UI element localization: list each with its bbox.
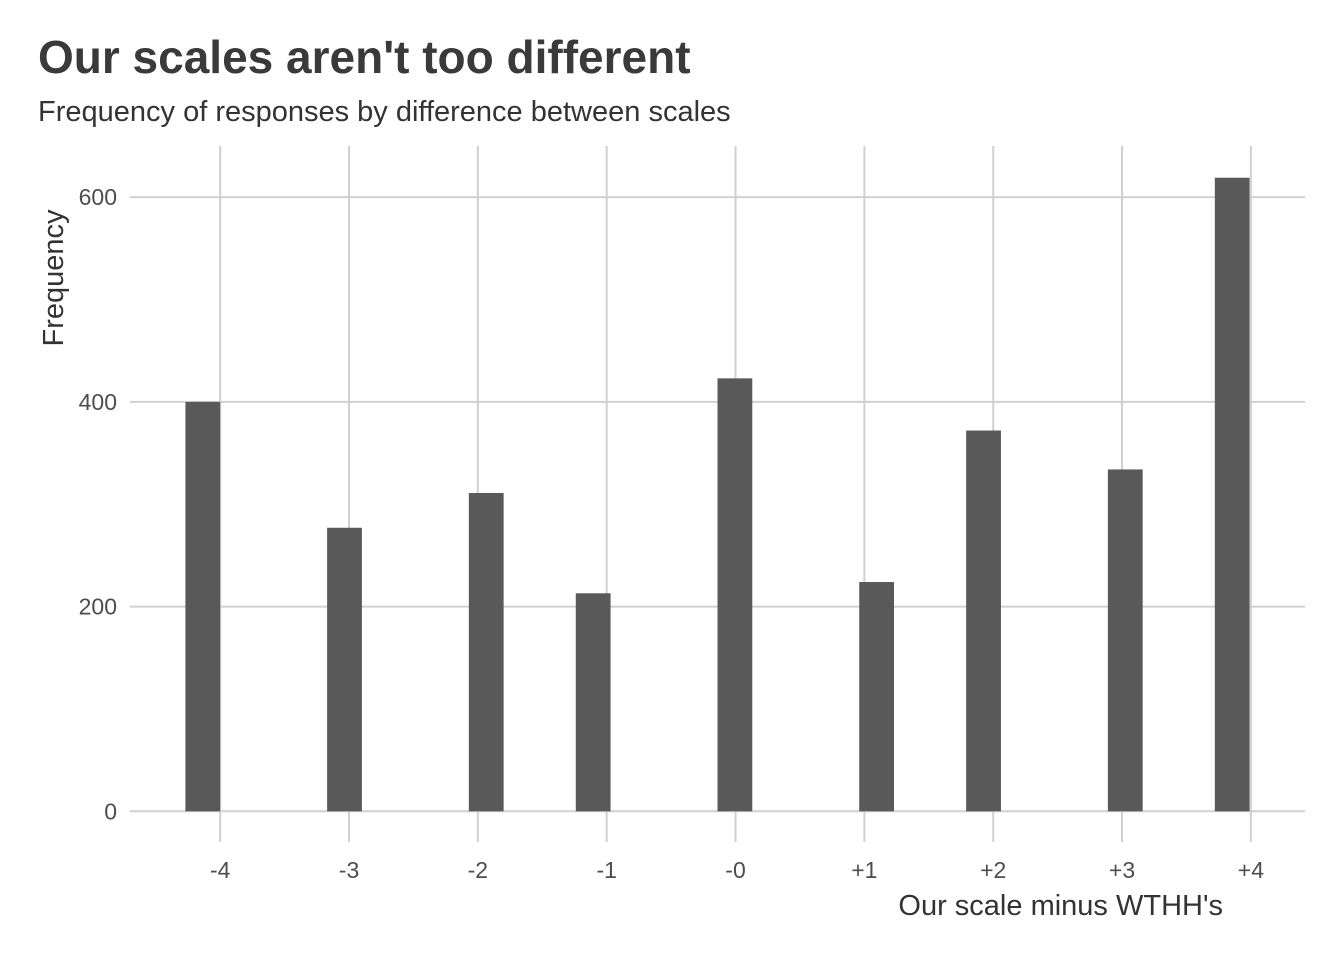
y-axis-title: Frequency [38, 209, 70, 347]
bar [327, 527, 362, 812]
x-tick-label: +4 [1238, 857, 1264, 883]
chart-subtitle: Frequency of responses by difference bet… [38, 96, 731, 128]
x-tick-labels: -4 -3 -2 -1 -0 +1 +2 +3 +4 [210, 857, 1264, 883]
bar [859, 582, 895, 812]
y-tick-labels: 0 200 400 600 [79, 184, 117, 824]
bar [1214, 177, 1250, 812]
y-tick-label: 400 [79, 389, 117, 415]
x-tick-label: -2 [468, 857, 488, 883]
bar [575, 593, 611, 812]
x-tick-label: +1 [851, 857, 877, 883]
bar [717, 378, 753, 812]
x-tick-label: -4 [210, 857, 231, 883]
bar [966, 430, 1001, 812]
x-tick-label: -3 [339, 857, 359, 883]
bar [185, 401, 221, 812]
chart-title: Our scales aren't too different [38, 31, 691, 83]
y-tick-label: 0 [104, 798, 117, 824]
x-tick-label: -0 [725, 857, 745, 883]
bars [185, 177, 1250, 812]
y-tick-label: 600 [79, 184, 117, 210]
x-axis-title: Our scale minus WTHH's [898, 890, 1223, 922]
bar [1107, 469, 1143, 812]
x-tick-label: -1 [596, 857, 616, 883]
bar [468, 492, 504, 812]
y-tick-label: 200 [79, 594, 117, 620]
x-tick-label: +3 [1109, 857, 1135, 883]
x-tick-label: +2 [980, 857, 1006, 883]
